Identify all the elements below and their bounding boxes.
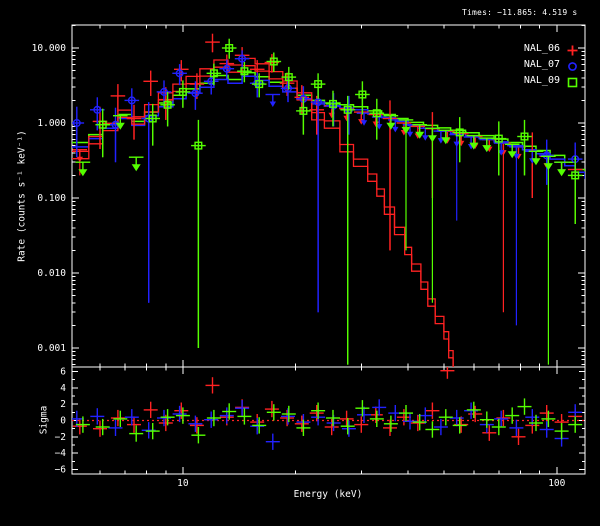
svg-text:0: 0 (60, 416, 66, 427)
svg-text:−4: −4 (55, 448, 67, 459)
model-steps-NAL_06 (72, 57, 454, 367)
svg-text:100: 100 (548, 478, 565, 489)
svg-text:−6: −6 (55, 465, 67, 476)
svg-text:10.000: 10.000 (32, 43, 67, 54)
svg-text:0.100: 0.100 (37, 193, 66, 204)
x-axis-title: Energy (keV) (293, 489, 363, 500)
legend-label-nal07: NAL_07 (523, 58, 560, 70)
square-marker-icon (566, 74, 579, 87)
rate-axis-title: Rate (counts s⁻¹ keV⁻¹) (16, 130, 28, 262)
tick-labels: 10.000 1.000 0.100 0.010 0.001 6 4 2 0 −2 −4 −6 10 10… (32, 43, 566, 489)
legend-item-nal09: NAL_09 (503, 72, 579, 88)
svg-text:10: 10 (177, 478, 189, 489)
plus-marker-icon (566, 42, 579, 55)
legend: NAL_06 NAL_07 NAL_09 (503, 40, 579, 88)
svg-text:0.010: 0.010 (37, 268, 66, 279)
legend-label-nal09: NAL_09 (523, 74, 560, 86)
data-points-NAL_07 (72, 50, 583, 326)
sigma-points-NAL_06 (72, 367, 583, 445)
sigma-axis-title: Sigma (38, 405, 50, 435)
data-points-NAL_09 (75, 38, 583, 365)
sigma-points-NAL_09 (75, 398, 583, 444)
time-interval-label: Times: −11.865: 4.519 s (462, 8, 578, 17)
svg-text:0.001: 0.001 (37, 343, 66, 354)
legend-label-nal06: NAL_06 (523, 42, 560, 54)
svg-text:6: 6 (60, 367, 66, 378)
legend-item-nal07: NAL_07 (503, 56, 579, 72)
svg-text:1.000: 1.000 (37, 118, 66, 129)
circle-marker-icon (566, 58, 579, 71)
svg-text:2: 2 (60, 399, 66, 410)
svg-text:4: 4 (60, 383, 66, 394)
legend-item-nal06: NAL_06 (503, 40, 579, 56)
svg-text:−2: −2 (55, 432, 66, 443)
